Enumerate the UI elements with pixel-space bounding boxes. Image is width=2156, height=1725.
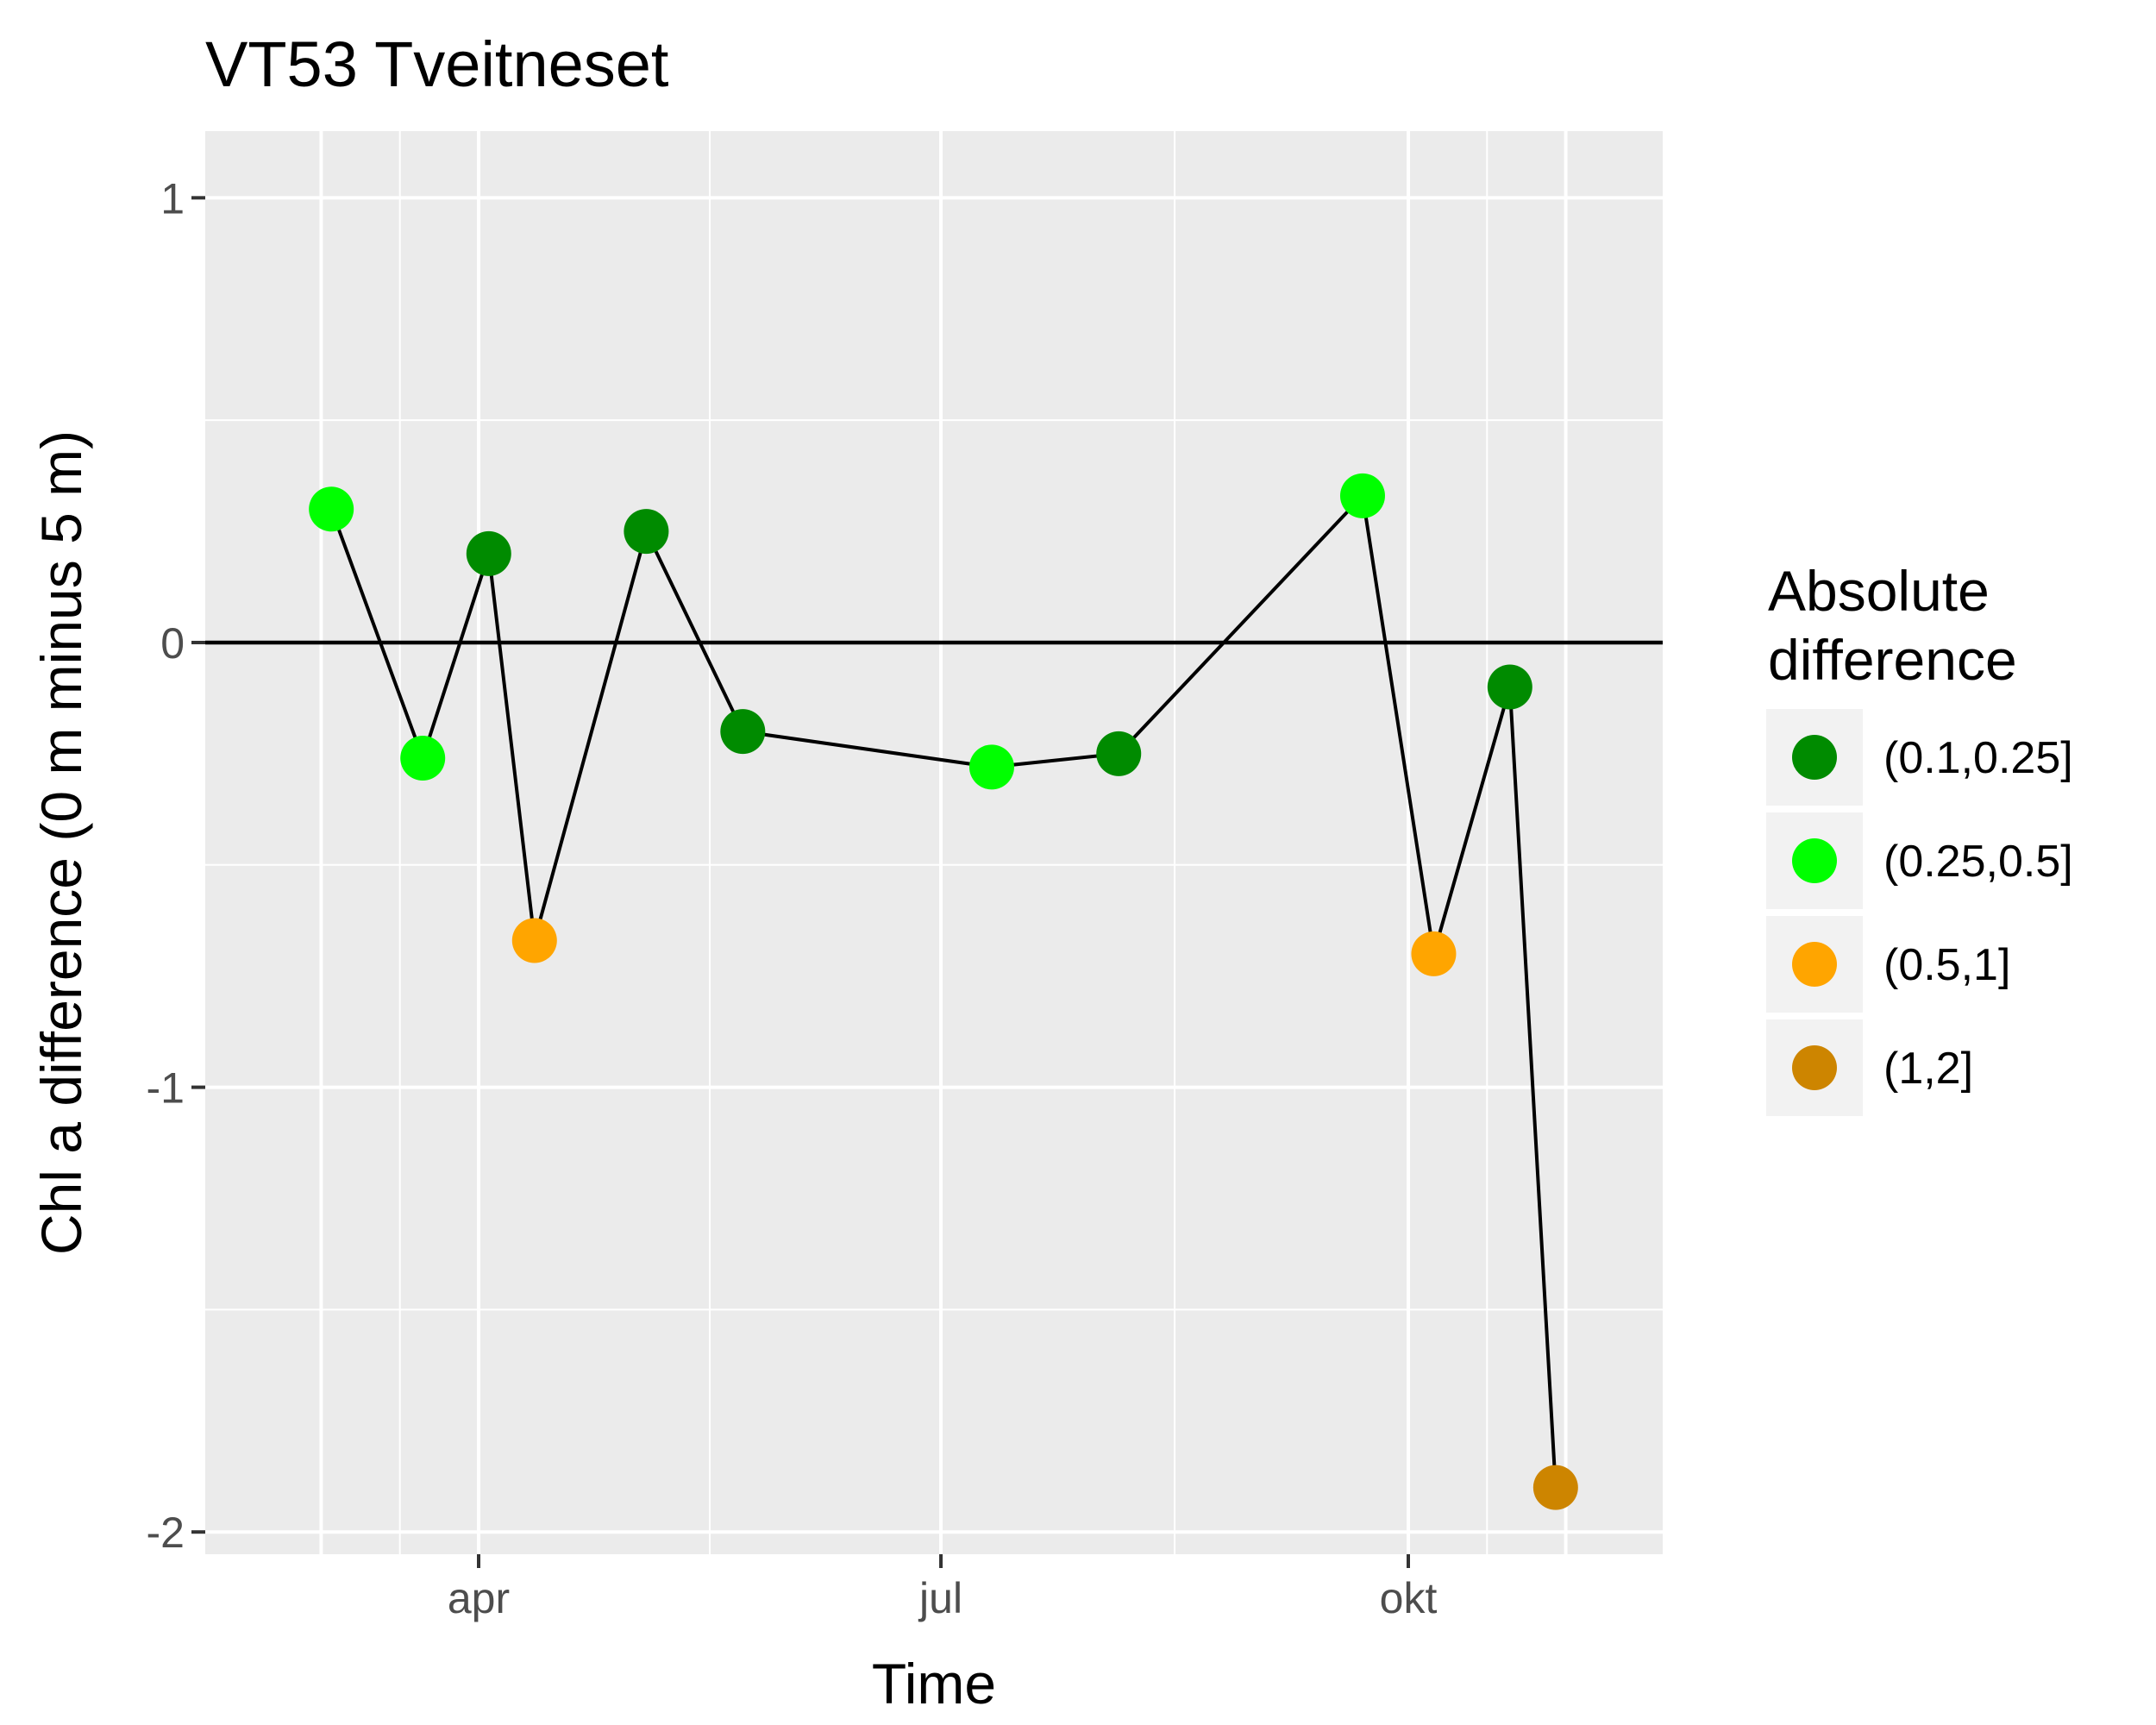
legend-key-symbol [1792,1045,1837,1090]
x-tick-label: okt [1380,1574,1438,1622]
plot-panel [205,131,1663,1554]
legend-key-label: (0.1,0.25] [1883,733,2073,783]
legend-key-symbol [1792,838,1837,883]
data-point [624,509,669,555]
y-tick-label: 1 [160,174,185,223]
data-points [309,473,1578,1510]
data-point [1487,664,1532,710]
legend-title: Absolute difference [1768,559,2017,692]
legend-key-label: (0.25,0.5] [1883,837,2073,887]
x-tick-label: jul [918,1574,962,1622]
y-tick-label: -1 [147,1064,185,1113]
x-axis-title: Time [872,1652,996,1716]
y-axis: -2 -1 0 1 [147,174,205,1557]
legend-key-label: (1,2] [1883,1044,1973,1094]
legend-key-label: (0.5,1] [1883,940,2010,990]
minor-gridlines [205,131,1663,1554]
y-tick-label: 0 [160,619,185,668]
legend-keys: (0.1,0.25] (0.25,0.5] (0.5,1] (1,2] [1766,709,2073,1116]
series-line [329,492,1557,1488]
data-point [511,918,557,963]
data-point [1096,731,1142,776]
legend-title-line-2: difference [1768,628,2017,692]
data-point [466,530,511,576]
x-axis: apr jul okt [448,1554,1438,1622]
data-point [309,486,354,532]
data-point [400,736,446,781]
legend-key-symbol [1792,735,1837,780]
data-point [1532,1465,1578,1510]
legend: Absolute difference (0.1,0.25] (0.25,0.5]… [1766,559,2073,1116]
legend-title-line-1: Absolute [1768,559,1990,623]
y-tick-label: -2 [147,1509,185,1557]
legend-key-symbol [1792,942,1837,987]
data-point [1411,931,1457,976]
x-tick-label: apr [448,1574,510,1622]
data-point [968,744,1014,790]
data-point [720,709,766,755]
chart-title: VT53 Tveitneset [205,28,669,100]
data-point [1339,473,1385,518]
y-axis-title: Chl a difference (0 m minus 5 m) [29,430,93,1255]
